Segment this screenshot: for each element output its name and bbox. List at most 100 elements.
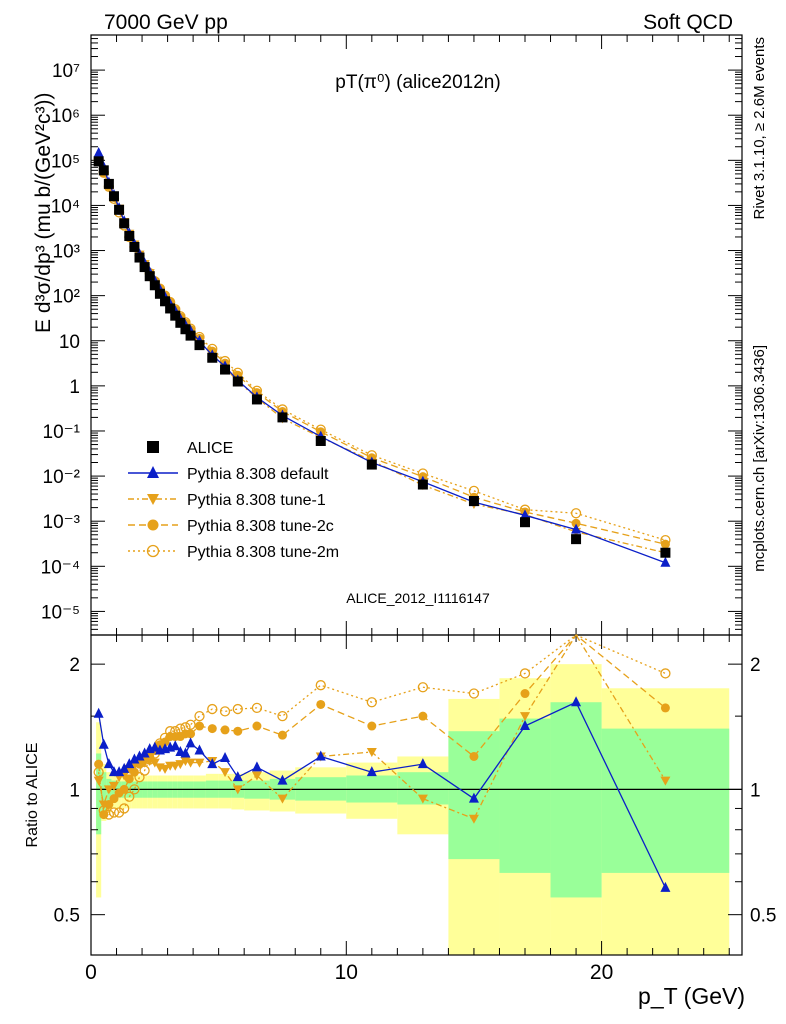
y-tick-label: 10⁻³	[43, 512, 81, 533]
y-tick-label: 10⁶	[51, 106, 80, 127]
data-point-circle	[207, 724, 217, 734]
data-point-triangle-up	[170, 740, 181, 751]
data-point-square	[220, 364, 231, 375]
data-point-circle	[316, 699, 326, 709]
series-line	[98, 158, 666, 545]
ratio-y-tick-label: 1	[750, 780, 761, 801]
data-point-square	[139, 262, 150, 273]
data-point-square	[366, 459, 377, 470]
data-point-triangle-down	[417, 794, 428, 804]
ratio-axis-ticks: 0 10 20 0.5 0.5 1 1 2 2	[54, 635, 776, 984]
process-label: Soft QCD	[643, 11, 733, 34]
data-point-square	[170, 310, 181, 321]
data-point-square	[232, 376, 243, 387]
y-tick-label: 10⁻¹	[43, 422, 81, 443]
data-point-square	[129, 241, 140, 252]
data-point-triangle-up	[93, 707, 104, 718]
data-point-triangle-up	[103, 758, 114, 769]
main-series-layer	[93, 147, 671, 567]
ratio-y-tick-label: 2	[750, 655, 761, 676]
data-point-circle	[469, 751, 479, 761]
data-point-triangle-down	[251, 771, 262, 781]
data-point-open-circle	[129, 784, 140, 795]
x-tick-label: 10	[335, 961, 358, 984]
data-point-triangle-down	[98, 800, 109, 810]
main-y-axis-label: E d³σ/dp³ (mu b/(GeV²c³))	[32, 93, 55, 334]
band-inner	[550, 702, 602, 898]
data-point-triangle-down	[220, 768, 231, 778]
data-point-open-circle	[660, 668, 671, 679]
data-point-triangle-up	[124, 758, 135, 769]
data-point-square	[119, 218, 130, 229]
data-point-circle	[94, 759, 104, 769]
ratio-y-tick-label: 0.5	[750, 906, 776, 927]
data-point-square	[520, 517, 530, 528]
data-point-square	[180, 324, 191, 335]
data-point-square	[134, 252, 145, 263]
data-point-square	[114, 204, 125, 215]
rivet-version-label: Rivet 3.1.10, ≥ 2.6M events	[751, 37, 768, 220]
x-tick-label: 0	[85, 961, 97, 984]
series-triangle-up	[93, 147, 671, 567]
data-point-open-circle	[124, 791, 135, 802]
data-point-triangle-down	[194, 758, 205, 768]
data-point-triangle-up	[129, 753, 140, 764]
legend: ALICE Pythia 8.308 default Pythia 8.308 tu…	[128, 440, 339, 561]
data-point-square	[207, 352, 218, 363]
data-point-open-circle	[119, 803, 130, 814]
ratio-y-tick-label: 1	[69, 780, 80, 801]
main-y-axis-label-text: E d³σ/dp³ (mu b/(GeV²c³))	[32, 93, 55, 334]
data-point-triangle-up	[134, 750, 145, 761]
data-point-square	[98, 165, 109, 176]
data-point-circle	[119, 784, 129, 794]
data-point-square	[277, 412, 288, 423]
data-point-triangle-up	[571, 523, 582, 534]
y-tick-label: 10⁵	[51, 151, 80, 172]
data-point-circle	[195, 721, 204, 731]
data-point-circle	[660, 703, 670, 713]
data-point-triangle-down	[147, 494, 159, 505]
data-point-circle	[99, 810, 109, 820]
series-circle	[94, 153, 670, 549]
data-point-open-circle	[251, 702, 263, 714]
y-tick-label: 10⁴	[51, 196, 80, 217]
legend-entry-label: Pythia 8.308 default	[187, 466, 329, 483]
x-axis-label: p_T (GeV)	[638, 983, 745, 1009]
band-inner	[499, 718, 551, 873]
data-point-open-circle	[134, 772, 145, 783]
data-point-open-circle	[108, 807, 120, 818]
data-point-triangle-down	[366, 747, 377, 757]
data-point-triangle-up	[468, 792, 479, 803]
data-point-triangle-up	[520, 720, 530, 731]
data-point-triangle-up	[660, 881, 671, 892]
data-point-circle	[277, 730, 287, 740]
data-point-circle	[124, 774, 134, 784]
data-point-square	[160, 296, 171, 307]
data-point-circle	[418, 711, 428, 721]
data-point-triangle-down	[520, 712, 530, 722]
series-line	[98, 160, 666, 554]
plot-title: pT(π⁰) (alice2012n)	[335, 72, 500, 93]
data-point-triangle-down	[277, 794, 288, 804]
data-point-triangle-up	[220, 751, 231, 762]
data-point-circle	[233, 726, 243, 736]
data-point-triangle-up	[149, 741, 160, 752]
data-point-circle	[660, 539, 670, 549]
data-point-triangle-down	[103, 785, 114, 795]
data-point-open-circle	[232, 703, 243, 715]
y-tick-label: 10	[59, 332, 80, 353]
data-point-square	[103, 178, 114, 189]
data-point-triangle-up	[207, 758, 218, 769]
data-point-square	[93, 156, 104, 167]
data-point-triangle-up	[366, 766, 377, 777]
series-line	[98, 159, 666, 541]
data-point-open-circle	[277, 710, 288, 722]
data-point-circle	[147, 519, 159, 531]
data-point-triangle-down	[660, 776, 671, 786]
data-point-square	[147, 441, 159, 453]
data-point-triangle-up	[251, 761, 262, 772]
data-point-open-circle	[185, 719, 196, 730]
data-point-triangle-up	[147, 466, 159, 478]
data-point-square	[108, 191, 119, 202]
